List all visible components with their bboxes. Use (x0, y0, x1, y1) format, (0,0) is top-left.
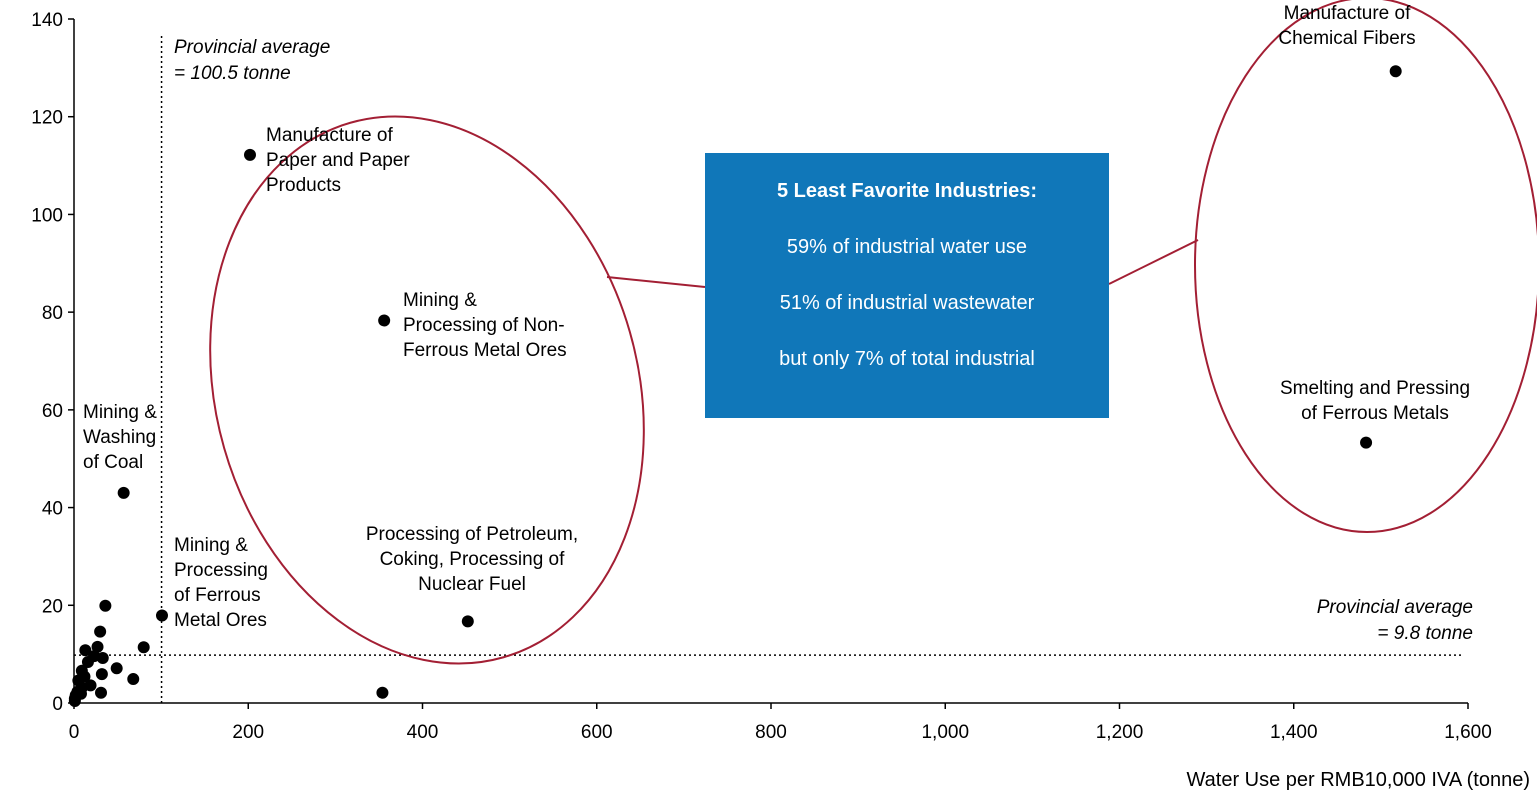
callout-box: 5 Least Favorite Industries: 59% of indu… (705, 153, 1109, 418)
x-tick-label: 400 (407, 722, 439, 743)
point-label-line: Nuclear Fuel (418, 574, 526, 595)
data-point (243, 148, 256, 161)
callout-line-total-industrial: but only 7% of total industrial (779, 348, 1035, 370)
data-point (95, 686, 108, 699)
x-tick-label: 600 (581, 722, 613, 743)
point-label-line: of Coal (83, 452, 143, 473)
data-point (81, 655, 94, 668)
point-label: Mining & Processing of Non- Ferrous Metal … (403, 290, 567, 361)
data-point (110, 662, 123, 675)
data-point (461, 615, 474, 628)
x-axis-label: Water Use per RMB10,000 IVA (tonne) (1187, 769, 1531, 791)
average-line-label-line: Provincial average (174, 37, 330, 58)
data-point (95, 668, 108, 681)
point-label-line: Mining & (403, 290, 477, 311)
y-tick-label: 80 (42, 303, 63, 324)
callout-title: 5 Least Favorite Industries: (776, 180, 1038, 202)
y-tick-label: 140 (31, 10, 63, 31)
data-point (94, 625, 107, 638)
average-line-label: Provincial average = 100.5 tonne (174, 37, 330, 84)
callout-connector-right (1108, 239, 1199, 285)
point-label-line: Washing (83, 427, 156, 448)
data-point (378, 314, 391, 327)
data-point (1389, 65, 1402, 78)
data-point (99, 599, 112, 612)
data-point (117, 486, 130, 499)
point-label-line: Manufacture of (266, 125, 393, 146)
ellipse-middle-group (209, 115, 645, 665)
data-point (91, 640, 104, 653)
data-point (74, 687, 87, 700)
x-tick-label: 1,400 (1270, 722, 1318, 743)
average-line-label-line: = 9.8 tonne (1377, 623, 1473, 644)
point-label: Mining & Washing of Coal (83, 402, 157, 473)
point-label-line: Processing of Non- (403, 315, 565, 336)
callout-connector-left (606, 276, 706, 288)
data-point (1360, 436, 1373, 449)
point-label-line: Metal Ores (174, 610, 267, 631)
point-label-line: Coking, Processing of (380, 549, 566, 570)
point-label: Smelting and Pressing of Ferrous Metals (1280, 378, 1470, 424)
point-label-line: Mining & (83, 402, 157, 423)
average-line-label: Provincial average = 9.8 tonne (1317, 597, 1473, 644)
y-tick-label: 120 (31, 108, 63, 129)
callout-line-wastewater: 51% of industrial wastewater (779, 292, 1035, 314)
data-point (155, 609, 168, 622)
y-tick-label: 60 (42, 401, 63, 422)
callout-line-water-use: 59% of industrial water use (786, 236, 1028, 258)
point-label-line: of Ferrous Metals (1301, 403, 1449, 424)
point-label-line: Ferrous Metal Ores (403, 340, 567, 361)
point-label-line: Processing of Petroleum, (366, 524, 578, 545)
point-label: Processing of Petroleum, Coking, Processi… (366, 524, 578, 595)
x-tick-label: 800 (755, 722, 787, 743)
x-tick-label: 200 (232, 722, 264, 743)
x-tick-label: 0 (69, 722, 80, 743)
average-line-label-line: = 100.5 tonne (174, 63, 291, 84)
point-label-line: Products (266, 175, 341, 196)
y-tick-label: 100 (31, 205, 63, 226)
y-tick-label: 0 (52, 694, 63, 715)
point-label: Mining & Processing of Ferrous Metal Ores (174, 535, 268, 631)
point-label-line: of Ferrous (174, 585, 261, 606)
data-point (137, 641, 150, 654)
y-tick-label: 20 (42, 596, 63, 617)
ellipse-right-group (1194, 0, 1537, 533)
data-point (79, 644, 92, 657)
data-point (376, 686, 389, 699)
point-label-line: Chemical Fibers (1278, 28, 1415, 49)
point-label: Manufacture of Paper and Paper Products (266, 125, 410, 196)
point-label-line: Manufacture of (1284, 3, 1411, 24)
point-label-line: Mining & (174, 535, 248, 556)
x-tick-label: 1,200 (1096, 722, 1144, 743)
point-label: Manufacture of Chemical Fibers (1278, 3, 1415, 49)
x-tick-label: 1,000 (921, 722, 969, 743)
y-tick-label: 40 (42, 499, 63, 520)
x-tick-label: 1,600 (1444, 722, 1492, 743)
point-label-line: Smelting and Pressing (1280, 378, 1470, 399)
data-point (127, 673, 140, 686)
data-point (96, 652, 109, 665)
point-label-line: Processing (174, 560, 268, 581)
point-label-line: Paper and Paper (266, 150, 410, 171)
average-line-label-line: Provincial average (1317, 597, 1473, 618)
